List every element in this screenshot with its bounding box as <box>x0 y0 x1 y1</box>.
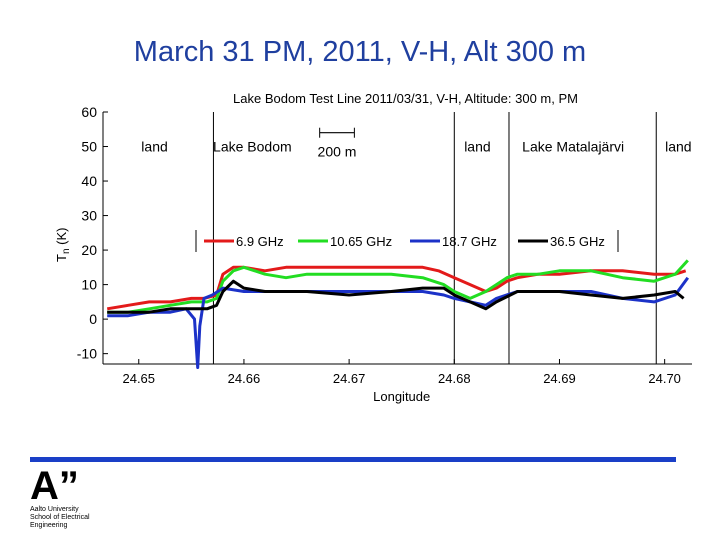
footer-rule <box>30 457 676 462</box>
chart-title: Lake Bodom Test Line 2011/03/31, V-H, Al… <box>233 91 578 106</box>
legend-label: 6.9 GHz <box>236 234 284 249</box>
logo-line-3: Engineering <box>30 522 68 529</box>
series-line-4 <box>107 279 685 314</box>
scale-bar-label: 200 m <box>318 144 357 160</box>
y-tick-label: 50 <box>81 139 97 155</box>
y-tick-label: 30 <box>81 208 97 224</box>
x-tick-label: 24.67 <box>333 371 366 386</box>
y-tick-label: 40 <box>81 173 97 189</box>
x-tick-label: 24.68 <box>438 371 471 386</box>
logo-text: Aalto University School of Electrical En… <box>30 506 140 530</box>
legend-label: 18.7 GHz <box>442 234 497 249</box>
logo-mark: A” <box>30 464 79 508</box>
y-tick-label: -10 <box>77 346 97 362</box>
y-tick-label: 0 <box>89 311 97 327</box>
y-tick-label: 60 <box>81 104 97 120</box>
x-tick-label: 24.66 <box>228 371 261 386</box>
series-line-1 <box>106 265 687 311</box>
logo-line-2: School of Electrical <box>30 514 90 521</box>
region-label: land <box>141 139 167 155</box>
region-label: land <box>665 139 691 155</box>
x-tick-label: 24.69 <box>543 371 576 386</box>
region-label: land <box>464 139 490 155</box>
x-tick-label: 24.70 <box>648 371 681 386</box>
logo-line-1: Aalto University <box>30 506 79 513</box>
slide-title: March 31 PM, 2011, V-H, Alt 300 m <box>133 36 587 68</box>
region-label: Lake Bodom <box>213 139 292 155</box>
y-axis-label: Tn (K) <box>54 228 72 262</box>
y-tick-label: 20 <box>81 242 97 258</box>
legend-label: 10.65 GHz <box>330 234 392 249</box>
region-label: Lake Matalajärvi <box>522 139 624 155</box>
university-logo: A” Aalto University School of Electrical… <box>30 465 160 537</box>
x-tick-label: 24.65 <box>122 371 155 386</box>
y-tick-label: 10 <box>81 277 97 293</box>
legend-label: 36.5 GHz <box>550 234 605 249</box>
x-axis-label: Longitude <box>373 389 430 404</box>
